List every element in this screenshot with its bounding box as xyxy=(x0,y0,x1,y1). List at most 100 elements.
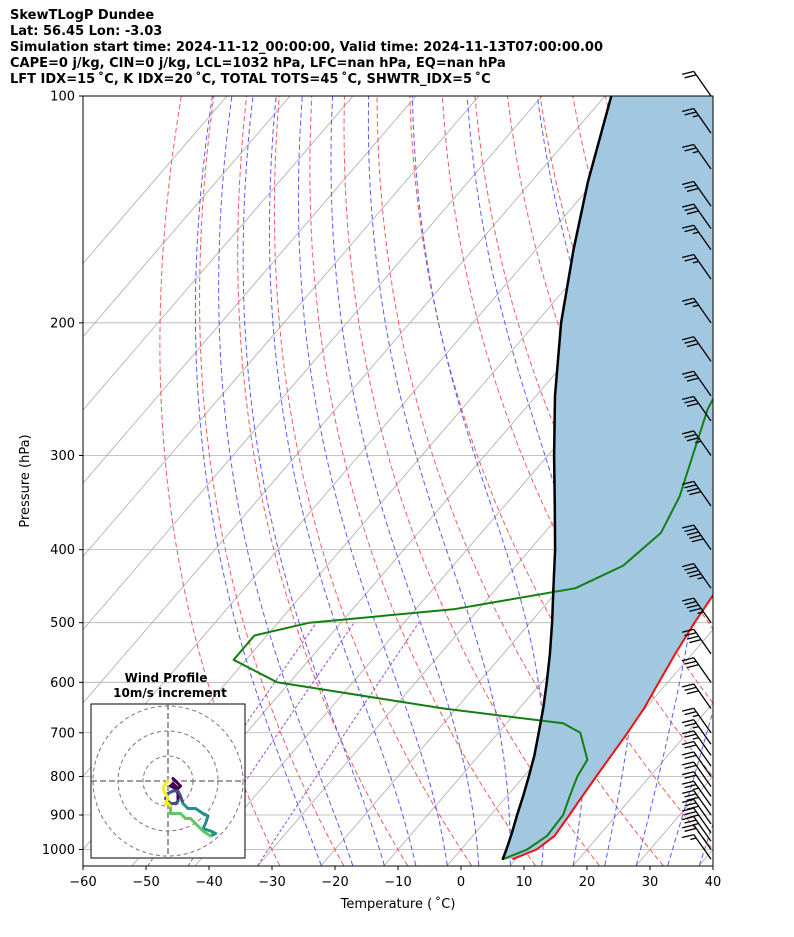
dry-adiabat xyxy=(237,96,409,866)
wind-barb-flag xyxy=(686,604,699,609)
wind-barb-half-flag xyxy=(692,231,699,235)
dry-adiabat xyxy=(199,96,345,866)
wind-barb-staff xyxy=(693,71,712,97)
x-tick-label: −40 xyxy=(195,875,222,890)
wind-barb xyxy=(682,107,712,134)
wind-barb xyxy=(682,740,712,767)
wind-barb-half-flag xyxy=(692,822,699,826)
wind-barb-flag xyxy=(682,780,694,785)
wind-barb xyxy=(682,780,712,807)
wind-barb xyxy=(682,833,712,860)
parcel-profile xyxy=(501,96,613,861)
wind-barb xyxy=(682,180,712,207)
wind-barb-flag xyxy=(684,257,697,262)
wind-barb-staff xyxy=(693,524,712,551)
wind-barb-flag xyxy=(684,433,697,438)
wind-barb xyxy=(682,761,712,787)
wind-barb xyxy=(682,719,712,745)
wind-barb-flag xyxy=(682,524,694,529)
wind-barb xyxy=(682,789,712,816)
wind-barb xyxy=(682,253,712,280)
wind-barb xyxy=(682,751,712,777)
dry-adiabat xyxy=(736,96,794,866)
isotherm-line xyxy=(83,96,228,265)
wind-barb-staff xyxy=(693,816,712,842)
wind-barb-flag xyxy=(682,798,694,803)
wind-barb-staff xyxy=(693,181,712,207)
wind-barb-staff xyxy=(693,430,712,456)
dry-adiabat xyxy=(159,96,281,866)
isotherm-line xyxy=(572,702,713,866)
wind-barb-staff xyxy=(693,807,712,834)
isotherm-line xyxy=(383,482,713,866)
wind-barb xyxy=(682,707,712,734)
wind-barb-staff xyxy=(693,203,712,230)
y-tick-label: 800 xyxy=(50,770,75,785)
wind-barb xyxy=(682,824,712,850)
wind-barb-half-flag xyxy=(697,576,704,580)
wind-barb-flag xyxy=(682,751,694,756)
wind-barb xyxy=(682,430,712,456)
wind-barb-flag xyxy=(682,628,694,633)
wind-barb-flag xyxy=(682,253,694,259)
wind-barb xyxy=(682,657,712,683)
x-tick-label: 40 xyxy=(705,875,722,890)
wind-barb-staff xyxy=(693,224,712,251)
wind-barb-staff xyxy=(693,707,712,734)
wind-barb xyxy=(682,224,712,251)
wind-barb-flag xyxy=(682,143,694,149)
wind-barb-flag xyxy=(684,399,697,404)
wind-barb-flag xyxy=(682,203,694,208)
index-line: LFT IDX=15 ˚C, K IDX=20 ˚C, TOTAL TOTS=4… xyxy=(10,72,491,87)
wind-barb-flag xyxy=(682,683,694,688)
wind-barb-staff xyxy=(693,761,712,787)
wind-barb-flag xyxy=(684,74,697,79)
wind-barb-flag xyxy=(691,538,704,543)
inset-title: Wind Profile xyxy=(125,671,208,685)
wind-barb-flag xyxy=(684,339,697,344)
wind-barb-flag xyxy=(684,374,697,379)
wind-barb-flag xyxy=(689,638,702,644)
cin-cape-shading xyxy=(502,96,713,860)
x-tick-label: 30 xyxy=(642,875,659,890)
wind-barb-half-flag xyxy=(690,837,697,841)
wind-barb-staff xyxy=(693,481,712,507)
wind-barb-flag xyxy=(682,480,694,485)
wind-barb-flag xyxy=(684,774,697,779)
wind-barb-flag xyxy=(682,719,694,724)
wind-barb xyxy=(682,143,712,170)
wind-barb-flag xyxy=(682,771,694,776)
wind-barb-flag xyxy=(682,730,694,735)
wind-barb-staff xyxy=(693,108,712,134)
wind-barb-flag xyxy=(686,487,699,492)
wind-barb-flag xyxy=(686,635,699,640)
wind-barb-staff xyxy=(693,730,712,756)
dry-adiabat xyxy=(376,96,664,866)
wind-barb-flag xyxy=(684,711,697,716)
wind-barb-staff xyxy=(693,719,712,745)
wind-barb-flag xyxy=(686,531,699,536)
moist-adiabat xyxy=(297,96,448,866)
wind-barb-flag xyxy=(686,664,699,669)
wind-barb-flag xyxy=(682,562,694,568)
wind-barb-half-flag xyxy=(692,714,699,718)
moist-adiabat xyxy=(218,96,354,866)
dewpoint-profile xyxy=(232,397,713,861)
wind-barb xyxy=(682,480,712,507)
wind-barb-flag xyxy=(682,395,694,401)
wind-barb-staff xyxy=(693,336,712,362)
wind-barb xyxy=(682,70,712,97)
wind-barb-staff xyxy=(693,597,712,624)
wind-barb-flag xyxy=(689,534,702,539)
hodograph-segment xyxy=(164,779,170,785)
y-tick-label: 300 xyxy=(50,449,75,464)
dry-adiabat xyxy=(769,96,794,866)
dry-adiabat xyxy=(474,96,713,705)
wind-barb xyxy=(682,395,712,422)
chart-title: SkewTLogP Dundee xyxy=(10,8,155,23)
wind-barb-flag xyxy=(682,107,694,113)
wind-barb-flag xyxy=(686,343,699,348)
wind-barb-flag xyxy=(686,805,699,810)
wind-barb-flag xyxy=(686,569,699,575)
